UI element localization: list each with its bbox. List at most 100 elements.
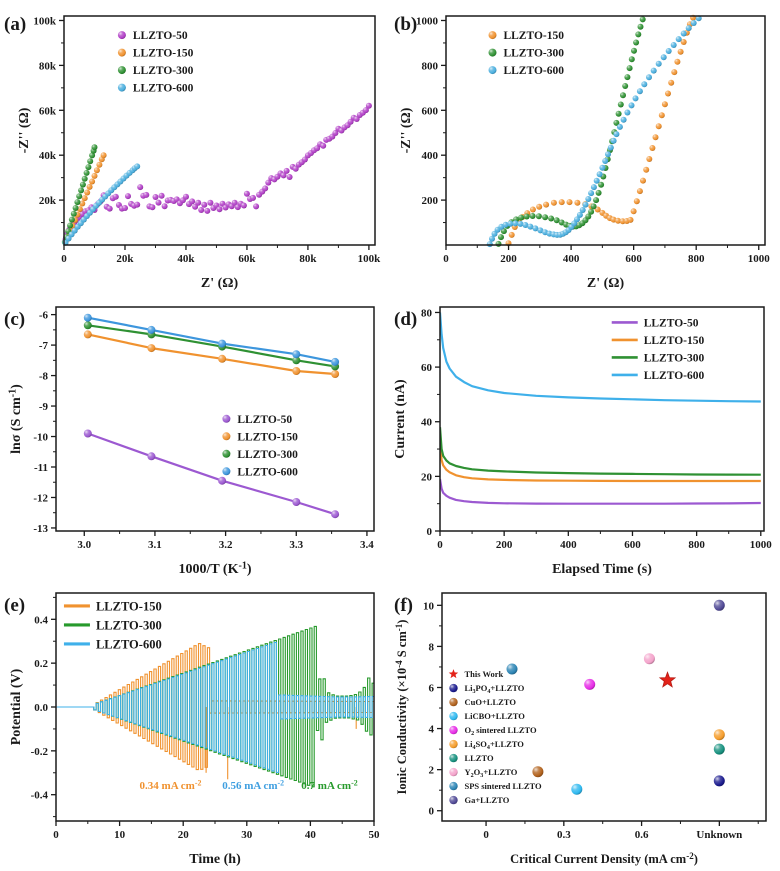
svg-text:LLZTO-600: LLZTO-600	[96, 637, 162, 651]
svg-text:30: 30	[241, 829, 253, 841]
svg-text:2: 2	[429, 765, 435, 777]
svg-text:0: 0	[483, 829, 489, 841]
svg-text:O2 sintered LLZTO: O2 sintered LLZTO	[464, 725, 537, 737]
svg-text:LLZTO-600: LLZTO-600	[237, 466, 298, 478]
svg-text:CuO+LLZTO: CuO+LLZTO	[464, 697, 516, 707]
svg-text:LLZTO-300: LLZTO-300	[644, 353, 705, 365]
svg-text:LLZTO: LLZTO	[464, 753, 494, 763]
svg-text:20k: 20k	[116, 253, 134, 265]
svg-text:LLZTO-300: LLZTO-300	[237, 449, 298, 461]
svg-text:LLZTO-150: LLZTO-150	[237, 431, 298, 443]
svg-text:400: 400	[422, 150, 439, 162]
svg-text:0.34 mA cm-2: 0.34 mA cm-2	[140, 779, 202, 793]
panel-b: 0 200 400 600 800 1000 200 400 600 800 1000 Z' (Ω) -…	[390, 0, 780, 295]
svg-text:Unknown: Unknown	[696, 829, 742, 841]
svg-text:4: 4	[429, 724, 435, 736]
svg-text:Potential (V): Potential (V)	[9, 668, 24, 745]
svg-text:LLZTO-300: LLZTO-300	[503, 48, 564, 60]
panel-e-cycling-chart: 0 10 20 30 40 50 -0.4 -0.2 0.0 0.2 0.4 Time (h) Pote…	[4, 592, 381, 867]
svg-text:800: 800	[688, 253, 705, 265]
svg-text:(e): (e)	[4, 595, 25, 616]
svg-text:(b): (b)	[394, 14, 417, 35]
svg-text:60k: 60k	[238, 253, 256, 265]
svg-text:-13: -13	[33, 523, 48, 535]
svg-text:20: 20	[178, 829, 190, 841]
svg-text:40: 40	[305, 829, 317, 841]
svg-text:Elapsed Time (s): Elapsed Time (s)	[552, 562, 652, 577]
svg-text:600: 600	[624, 539, 641, 551]
svg-text:0: 0	[443, 253, 449, 265]
svg-text:1000: 1000	[416, 15, 439, 27]
svg-text:SPS sintered LLZTO: SPS sintered LLZTO	[464, 781, 542, 791]
svg-text:1000: 1000	[750, 539, 773, 551]
panel-a-nyquist-chart: 0 20k 40k 60k 80k 100k 20k 40k 60k 80k 100k Z' (Ω) -…	[4, 14, 381, 291]
svg-text:1000/T (K-1): 1000/T (K-1)	[178, 560, 251, 577]
svg-text:LLZTO-600: LLZTO-600	[644, 370, 705, 382]
svg-text:LLZTO-50: LLZTO-50	[237, 414, 292, 426]
svg-text:-9: -9	[39, 401, 49, 413]
svg-text:0.6: 0.6	[635, 829, 649, 841]
svg-text:Li4SO4+LLZTO: Li4SO4+LLZTO	[464, 739, 524, 751]
svg-text:0: 0	[429, 806, 435, 818]
svg-text:This Work: This Work	[464, 669, 503, 679]
svg-text:0.56 mA cm-2: 0.56 mA cm-2	[222, 779, 284, 793]
svg-text:LLZTO-600: LLZTO-600	[503, 65, 564, 77]
svg-text:Ionic Conductivity (×10-4 S cm: Ionic Conductivity (×10-4 S cm-1)	[394, 620, 409, 795]
svg-text:50: 50	[369, 829, 381, 841]
svg-text:0: 0	[53, 829, 59, 841]
svg-text:LLZTO-600: LLZTO-600	[133, 83, 194, 95]
svg-text:Y2O3+LLZTO: Y2O3+LLZTO	[464, 767, 517, 779]
svg-text:-12: -12	[33, 492, 48, 504]
svg-text:0: 0	[427, 526, 433, 538]
svg-text:-6: -6	[39, 310, 49, 322]
svg-text:80k: 80k	[299, 253, 317, 265]
svg-text:800: 800	[422, 60, 439, 72]
panel-c-arrhenius-chart: 3.0 3.1 3.2 3.3 3.4 -13 -12 -11 -10 -9 -8 -7 -6 1000/…	[4, 306, 375, 577]
svg-text:-11: -11	[34, 462, 48, 474]
svg-text:-0.4: -0.4	[31, 790, 49, 802]
svg-text:60: 60	[421, 362, 433, 374]
svg-text:8: 8	[429, 641, 435, 653]
svg-text:Current (nA): Current (nA)	[393, 379, 408, 459]
svg-text:0.3: 0.3	[557, 829, 571, 841]
panel-d-current-time-chart: 0 200 400 600 800 1000 0 20 40 60 80 Elapsed Time (…	[393, 306, 773, 577]
svg-text:LLZTO-150: LLZTO-150	[503, 30, 564, 42]
svg-text:LLZTO-150: LLZTO-150	[644, 335, 705, 347]
svg-text:0: 0	[437, 539, 443, 551]
svg-text:40k: 40k	[177, 253, 195, 265]
svg-text:LLZTO-300: LLZTO-300	[133, 65, 194, 77]
svg-text:-0.2: -0.2	[31, 746, 49, 758]
panel-a: 0 20k 40k 60k 80k 100k 20k 40k 60k 80k 100k Z' (Ω) -…	[0, 0, 390, 295]
svg-text:20k: 20k	[39, 195, 57, 207]
svg-text:(a): (a)	[4, 14, 26, 35]
svg-text:800: 800	[688, 539, 705, 551]
svg-text:400: 400	[563, 253, 580, 265]
svg-text:20: 20	[421, 471, 433, 483]
svg-text:6: 6	[429, 682, 435, 694]
svg-text:LLZTO-50: LLZTO-50	[644, 318, 699, 330]
svg-text:3.2: 3.2	[219, 539, 233, 551]
svg-text:40: 40	[421, 417, 433, 429]
svg-text:LLZTO-150: LLZTO-150	[96, 599, 162, 613]
svg-text:-Z'' (Ω): -Z'' (Ω)	[17, 107, 32, 153]
svg-text:1000: 1000	[748, 253, 771, 265]
svg-text:Z' (Ω): Z' (Ω)	[201, 276, 239, 291]
svg-text:3.0: 3.0	[77, 539, 91, 551]
svg-text:60k: 60k	[39, 105, 57, 117]
svg-text:0.7 mA cm-2: 0.7 mA cm-2	[301, 779, 357, 793]
svg-text:(c): (c)	[4, 309, 25, 330]
svg-text:400: 400	[560, 539, 577, 551]
svg-text:10: 10	[423, 600, 435, 612]
panel-f: 0 0.3 0.6 Unknown 0 2 4 6 8 10 Critical Current De…	[390, 581, 780, 871]
svg-text:lnσ (S cm-1): lnσ (S cm-1)	[7, 384, 24, 454]
svg-text:Time (h): Time (h)	[189, 852, 241, 867]
svg-text:3.4: 3.4	[360, 539, 374, 551]
svg-text:LiCBO+LLZTO: LiCBO+LLZTO	[464, 711, 525, 721]
panel-f-comparison-chart: 0 0.3 0.6 Unknown 0 2 4 6 8 10 Critical Current De…	[394, 592, 767, 866]
svg-text:80: 80	[421, 307, 433, 319]
svg-text:Ga+LLZTO: Ga+LLZTO	[464, 795, 509, 805]
svg-text:-7: -7	[39, 340, 49, 352]
svg-text:0.2: 0.2	[34, 658, 48, 670]
svg-text:Z' (Ω): Z' (Ω)	[587, 276, 625, 291]
